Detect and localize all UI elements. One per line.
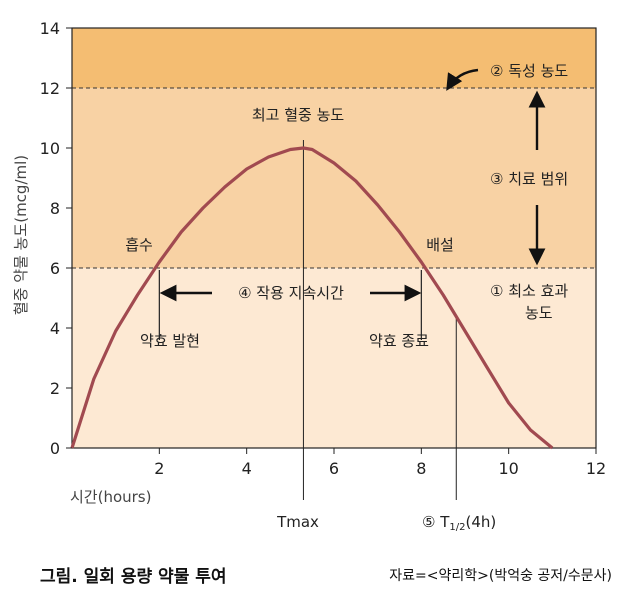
figure-source: 자료=<약리학>(박억숭 공저/수문사) xyxy=(389,568,612,584)
absorption-label: 흡수 xyxy=(125,236,153,254)
y-tick-label: 2 xyxy=(50,379,60,398)
y-tick-label: 14 xyxy=(40,19,60,38)
min-effect-label-line2: 농도 xyxy=(525,304,553,322)
duration-label: ④ 작용 지속시간 xyxy=(238,284,344,302)
x-tick-label: 12 xyxy=(586,459,606,478)
x-tick-label: 6 xyxy=(329,459,339,478)
onset-label: 약효 발현 xyxy=(140,332,200,350)
tmax-label: Tmax xyxy=(276,513,319,531)
band-0 xyxy=(72,28,596,88)
figure-caption: 그림. 일회 용량 약물 투여 xyxy=(40,567,227,587)
excretion-label: 배설 xyxy=(426,236,454,254)
annotation-arrows xyxy=(159,68,546,302)
toxic-level-label: ② 독성 농도 xyxy=(490,62,568,80)
y-axis-title: 혈중 약물 농도(mcg/ml) xyxy=(12,155,30,315)
y-tick-label: 6 xyxy=(50,259,60,278)
y-tick-label: 12 xyxy=(40,79,60,98)
x-tick-label: 8 xyxy=(416,459,426,478)
x-tick-label: 10 xyxy=(498,459,518,478)
band-1 xyxy=(72,88,596,268)
y-tick-label: 0 xyxy=(50,439,60,458)
y-tick-label: 4 xyxy=(50,319,60,338)
concentration-curve xyxy=(70,146,554,450)
x-tick-label: 2 xyxy=(154,459,164,478)
therapeutic-range-label: ③ 치료 범위 xyxy=(490,170,568,188)
toxic-pointer-arrow xyxy=(446,68,479,91)
y-tick-label: 8 xyxy=(50,199,60,218)
half-life-label: ⑤ T1/2(4h) xyxy=(422,513,496,533)
reference-lines xyxy=(72,87,596,500)
min-effect-label: ① 최소 효과 xyxy=(490,282,568,300)
offset-label: 약효 종료 xyxy=(369,332,429,350)
concentration-curve-group xyxy=(70,146,554,450)
y-tick-label: 10 xyxy=(40,139,60,158)
x-axis-title: 시간(hours) xyxy=(70,488,151,506)
tick-labels: 0 2 4 6 8 10 12 14 2 4 6 8 10 12 xyxy=(40,19,607,478)
peak-concentration-label: 최고 혈중 농도 xyxy=(252,106,345,124)
x-tick-label: 4 xyxy=(242,459,252,478)
